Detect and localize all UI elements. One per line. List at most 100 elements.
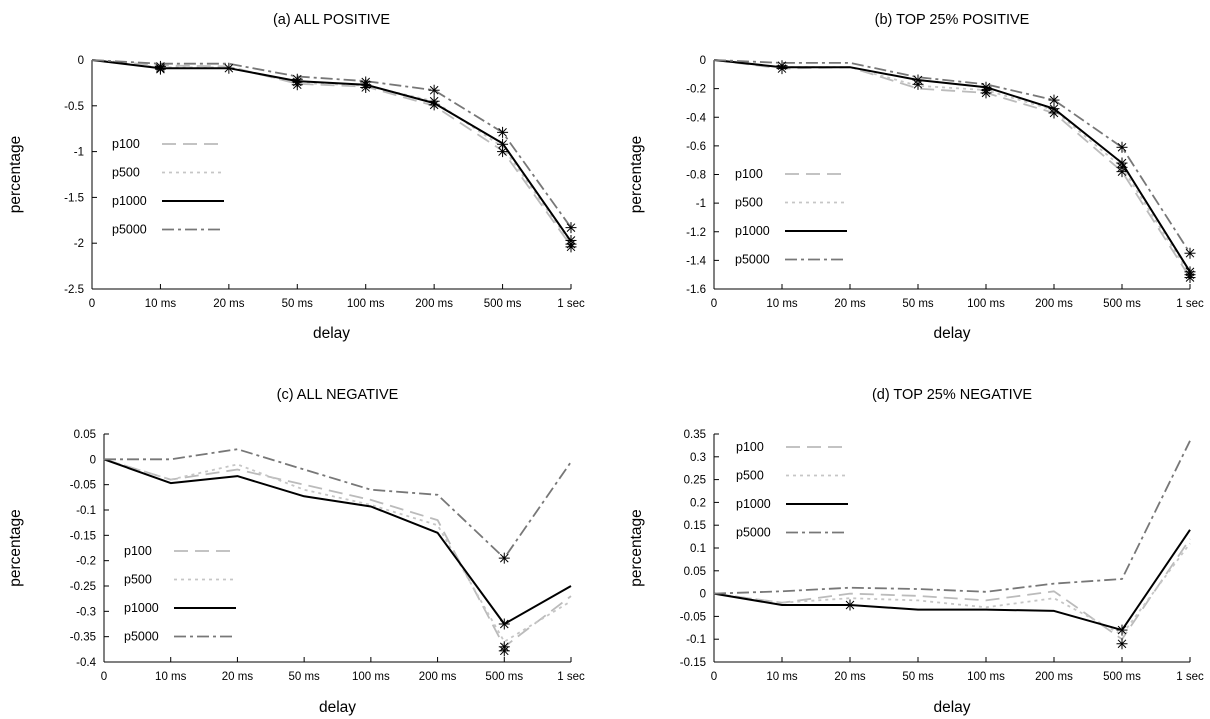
series-line-p1000 bbox=[103, 458, 572, 625]
data-marker bbox=[497, 126, 509, 138]
x-tick-label: 0 bbox=[101, 671, 107, 683]
data-marker bbox=[154, 63, 166, 75]
legend-label-p100: p100 bbox=[736, 440, 764, 454]
y-tick-label: 0 bbox=[700, 589, 706, 601]
legend-label-p5000: p5000 bbox=[735, 253, 770, 267]
data-marker bbox=[1184, 247, 1196, 259]
legend-label-p500: p500 bbox=[112, 166, 140, 180]
x-tick-label: 50 ms bbox=[282, 298, 314, 310]
legend-label-p100: p100 bbox=[112, 137, 140, 151]
x-tick-label: 10 ms bbox=[766, 298, 798, 310]
y-tick-label: -0.4 bbox=[686, 112, 706, 124]
data-marker bbox=[565, 222, 577, 234]
x-tick-label: 500 ms bbox=[485, 671, 523, 683]
legend-label-p5000: p5000 bbox=[124, 630, 159, 644]
y-tick-label: -0.25 bbox=[70, 581, 96, 593]
series-line-p500 bbox=[713, 542, 1191, 636]
chart-legend: p100 p500 p1000 p5000 bbox=[736, 440, 848, 540]
y-tick-label: 0.15 bbox=[684, 520, 706, 532]
y-axis-label: percentage bbox=[7, 136, 24, 214]
y-tick-label: -1.2 bbox=[686, 227, 706, 239]
y-tick-label: 0.3 bbox=[690, 452, 706, 464]
y-tick-label: -1.4 bbox=[686, 255, 706, 267]
data-marker bbox=[498, 645, 510, 657]
chart-title: (a) ALL POSITIVE bbox=[273, 12, 390, 28]
series-line-p100 bbox=[713, 59, 1191, 279]
series-line-p1000 bbox=[713, 59, 1191, 273]
series-line-p5000 bbox=[104, 448, 572, 559]
data-marker bbox=[360, 81, 372, 93]
legend-label-p500: p500 bbox=[736, 469, 764, 483]
legend-label-p500: p500 bbox=[124, 573, 152, 587]
data-marker bbox=[223, 62, 235, 74]
data-marker bbox=[1184, 272, 1196, 284]
x-tick-label: 100 ms bbox=[967, 671, 1005, 683]
chart-legend: p100 p500 p1000 p5000 bbox=[112, 137, 224, 237]
data-marker bbox=[1116, 141, 1128, 153]
y-tick-label: 0 bbox=[700, 55, 706, 67]
x-tick-label: 0 bbox=[711, 671, 717, 683]
y-tick-label: -0.2 bbox=[76, 556, 96, 568]
series-line-p100 bbox=[713, 538, 1191, 641]
y-tick-label: 0 bbox=[78, 55, 84, 67]
x-tick-label: 50 ms bbox=[902, 671, 934, 683]
chart-title: (c) ALL NEGATIVE bbox=[277, 387, 399, 403]
y-tick-label: -0.35 bbox=[70, 632, 96, 644]
data-marker bbox=[291, 79, 303, 91]
x-tick-label: 500 ms bbox=[1103, 671, 1141, 683]
x-tick-label: 1 sec bbox=[1176, 298, 1204, 310]
series-line-p500 bbox=[91, 59, 572, 244]
x-tick-label: 10 ms bbox=[145, 298, 177, 310]
y-tick-label: -2.5 bbox=[64, 284, 84, 296]
x-tick-label: 10 ms bbox=[766, 671, 798, 683]
x-tick-label: 500 ms bbox=[1103, 298, 1141, 310]
y-tick-label: 0 bbox=[90, 454, 96, 466]
data-marker bbox=[1116, 166, 1128, 178]
x-tick-label: 200 ms bbox=[415, 298, 453, 310]
x-tick-label: 1 sec bbox=[557, 671, 585, 683]
y-tick-label: -0.5 bbox=[64, 101, 84, 113]
chart-panel-4: (d) TOP 25% NEGATIVE 0.35 0.3 0.25 0.2 0.15 0.… bbox=[628, 387, 1204, 716]
y-tick-label: -0.4 bbox=[76, 657, 96, 669]
y-tick-label: 0.25 bbox=[684, 475, 706, 487]
legend-label-p1000: p1000 bbox=[735, 224, 770, 238]
legend-label-p100: p100 bbox=[735, 167, 763, 181]
x-tick-label: 200 ms bbox=[1035, 298, 1073, 310]
x-tick-label: 20 ms bbox=[213, 298, 245, 310]
chart-legend: p100 p500 p1000 p5000 bbox=[124, 544, 236, 644]
legend-label-p5000: p5000 bbox=[736, 526, 771, 540]
data-marker bbox=[498, 618, 510, 630]
y-tick-label: -0.05 bbox=[680, 611, 706, 623]
data-marker bbox=[428, 84, 440, 96]
data-marker bbox=[497, 146, 509, 158]
y-axis-label: percentage bbox=[628, 509, 645, 587]
legend-label-p100: p100 bbox=[124, 544, 152, 558]
data-marker bbox=[1048, 94, 1060, 106]
x-tick-label: 10 ms bbox=[155, 671, 187, 683]
data-marker bbox=[428, 99, 440, 111]
x-tick-label: 500 ms bbox=[484, 298, 522, 310]
x-tick-label: 50 ms bbox=[288, 671, 320, 683]
x-axis-label: delay bbox=[313, 325, 350, 342]
data-marker bbox=[498, 552, 510, 564]
chart-title: (d) TOP 25% NEGATIVE bbox=[872, 387, 1032, 403]
x-axis-label: delay bbox=[933, 699, 970, 716]
chart-legend: p100 p500 p1000 p5000 bbox=[735, 167, 847, 267]
x-tick-label: 20 ms bbox=[834, 671, 866, 683]
y-tick-label: -1 bbox=[74, 147, 84, 159]
x-axis-label: delay bbox=[319, 699, 356, 716]
data-marker bbox=[1048, 107, 1060, 119]
legend-label-p500: p500 bbox=[735, 196, 763, 210]
y-tick-label: -0.1 bbox=[76, 505, 96, 517]
series-line-p5000 bbox=[713, 440, 1191, 595]
chart-panel-3: (c) ALL NEGATIVE 0.05 0 -0.05 -0.1 -0.15 -0.2 -… bbox=[7, 387, 585, 716]
y-tick-label: 0.05 bbox=[74, 429, 96, 441]
x-axis-label: delay bbox=[933, 325, 970, 342]
series-line-p100 bbox=[91, 59, 572, 247]
series-line-p100 bbox=[103, 458, 572, 648]
legend-label-p1000: p1000 bbox=[124, 601, 159, 615]
chart-title: (b) TOP 25% POSITIVE bbox=[875, 12, 1030, 28]
series-line-p5000 bbox=[91, 59, 572, 229]
x-tick-label: 1 sec bbox=[1176, 671, 1204, 683]
